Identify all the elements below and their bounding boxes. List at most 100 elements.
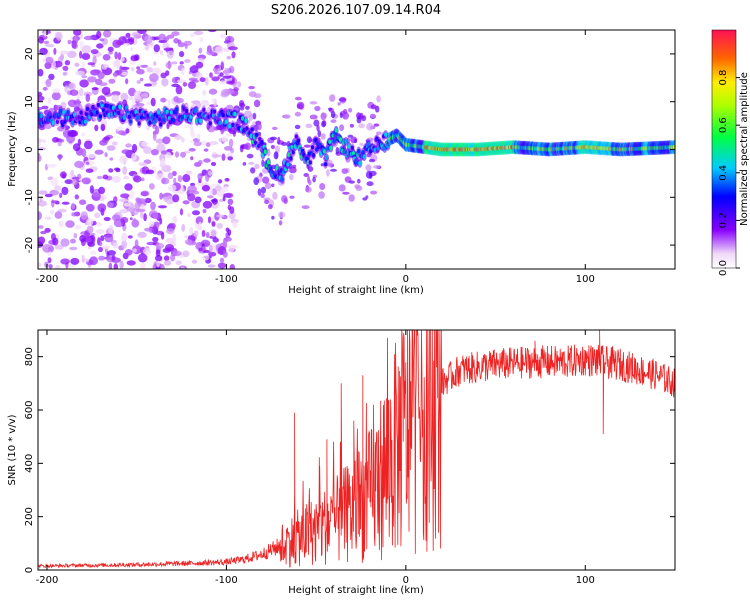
- spectrogram-noise-blob: [38, 200, 47, 207]
- spectrogram-noise-blob: [71, 202, 76, 210]
- spectrogram-noise-blob: [174, 134, 183, 140]
- spectrogram-noise-blob: [165, 244, 174, 251]
- spectrogram-noise-blob: [179, 208, 184, 216]
- spectrogram-ridge-cell: [118, 104, 122, 110]
- spectrogram-y-ticks: 20 10 0 -10 -20: [24, 48, 675, 253]
- spectrogram-noise-blob: [120, 66, 130, 70]
- spectrogram-noise-blob: [220, 61, 225, 71]
- spectrogram-noise-blob: [129, 190, 135, 200]
- spectrogram-noise-blob: [168, 222, 176, 229]
- spectrogram-noise-blob: [183, 150, 191, 154]
- spectrogram-noise-blob: [183, 234, 189, 239]
- spectrogram-y-label: Frequency (Hz): [7, 111, 18, 187]
- spectrogram-noise-blob: [138, 162, 148, 167]
- spectrogram-ridge-cell: [231, 122, 235, 128]
- spectrogram-noise-blob: [228, 138, 234, 148]
- spectrogram-noise-blob: [201, 184, 211, 192]
- spectrogram-noise-blob: [195, 72, 203, 79]
- spectrogram-noise-blob: [198, 221, 202, 230]
- spectrogram-noise-blob: [314, 105, 321, 112]
- spectrogram-noise-blob: [68, 83, 74, 89]
- spectrogram-noise-blob: [264, 199, 270, 205]
- spectrogram-noise-blob: [294, 124, 301, 130]
- spectrogram-noise-blob: [184, 59, 191, 63]
- spectrogram-ridge-cell: [384, 132, 388, 137]
- spectrogram-noise-blob: [131, 143, 138, 153]
- spectrogram-ridge-cell: [233, 111, 237, 117]
- spectrogram-noise-blob: [71, 212, 77, 217]
- spectrogram-noise-blob: [330, 168, 337, 172]
- spectrogram-noise-blob: [100, 235, 105, 242]
- snr-y-tick-label: 0: [24, 567, 35, 573]
- spectrogram-noise-blob: [52, 237, 59, 246]
- spectrogram-noise-blob: [341, 168, 348, 175]
- spectrogram-ridge-cell: [324, 155, 329, 160]
- spectrogram-noise-blob: [203, 148, 209, 152]
- spectrogram-noise-blob: [250, 167, 256, 174]
- spectrogram-noise-blob: [155, 255, 163, 262]
- spectrogram-noise-blob: [42, 139, 46, 143]
- spectrogram-noise-blob: [159, 50, 163, 55]
- spectrogram-noise-blob: [137, 231, 147, 238]
- spectrogram-noise-blob: [143, 247, 151, 255]
- spectrogram-noise-blob: [83, 140, 93, 150]
- spectrogram-ridge-cell: [310, 145, 315, 150]
- spectrogram-noise-blob: [216, 214, 225, 218]
- spectrogram-noise-blob: [140, 64, 149, 68]
- spectrogram-noise-blob: [89, 256, 98, 266]
- spectrogram-noise-blob: [193, 141, 202, 147]
- spectrogram-noise-blob: [113, 59, 121, 68]
- spectrogram-noise-blob: [338, 97, 347, 102]
- spectrogram-noise-blob: [171, 31, 180, 36]
- spectrogram-noise-blob: [262, 176, 270, 184]
- spectrogram-noise-blob: [136, 80, 141, 84]
- spectrogram-noise-blob: [294, 111, 302, 117]
- spectrogram-noise-blob: [123, 202, 131, 207]
- spectrogram-noise-blob: [47, 97, 52, 105]
- spectrogram-noise-blob: [257, 122, 262, 131]
- spectrogram-ridge-cell: [344, 139, 348, 144]
- spectrogram-noise-blob: [148, 221, 155, 227]
- spectrogram-noise-blob: [141, 141, 148, 148]
- spectrogram-noise-blob: [321, 120, 326, 128]
- spectrogram-noise-blob: [74, 160, 85, 168]
- spectrogram-noise-blob: [301, 205, 310, 210]
- spectrogram-noise-blob: [58, 138, 65, 143]
- colorbar-gradient: [711, 29, 737, 269]
- spectrogram-noise-blob: [227, 156, 233, 161]
- spectrogram-noise-blob: [330, 110, 336, 119]
- spectrogram-noise-blob: [224, 89, 235, 95]
- spectrogram-noise-blob: [81, 61, 85, 70]
- spectrogram-noise-blob: [122, 43, 131, 47]
- spectrogram-noise-blob: [120, 216, 129, 224]
- spectrogram-noise-blob: [140, 191, 149, 197]
- spectrogram-noise-blob: [172, 233, 177, 242]
- spectrogram-noise-blob: [119, 198, 128, 202]
- spectrogram-noise-blob: [67, 50, 77, 59]
- snr-frame: [37, 329, 676, 571]
- spectrogram-noise-blob: [103, 216, 111, 222]
- spectrogram-noise-blob: [79, 50, 83, 59]
- spectrogram-noise-blob: [237, 81, 242, 88]
- spectrogram-noise-blob: [156, 260, 160, 268]
- spectrogram-noise-blob: [70, 257, 80, 265]
- spectrogram-noise-blob: [97, 203, 107, 212]
- snr-y-label: SNR (10 * v/v): [7, 414, 18, 485]
- spectrogram-noise-blob: [211, 76, 220, 82]
- spectrogram-noise-blob: [125, 249, 133, 256]
- spectrogram-noise-blob: [289, 195, 295, 199]
- spectrogram-noise-blob: [146, 67, 153, 73]
- spectrogram-noise-blob: [113, 263, 118, 269]
- spectrogram-noise-blob: [162, 136, 171, 145]
- spectrogram-noise-blob: [87, 76, 97, 83]
- spectrogram-noise-blob: [48, 73, 55, 81]
- spectrogram-noise-blob: [99, 139, 108, 146]
- spectrogram-noise-blob: [337, 102, 341, 106]
- snr-x-label: Height of straight line (km): [288, 585, 424, 596]
- spectrogram-noise-blob: [210, 229, 217, 237]
- colorbar-tick-label: 0.0: [718, 260, 729, 276]
- spectrogram-noise-blob: [233, 87, 239, 92]
- spectrogram-noise-blob: [86, 225, 94, 234]
- spectrogram-noise-blob: [184, 239, 192, 245]
- spectrogram-noise-blob: [53, 47, 57, 55]
